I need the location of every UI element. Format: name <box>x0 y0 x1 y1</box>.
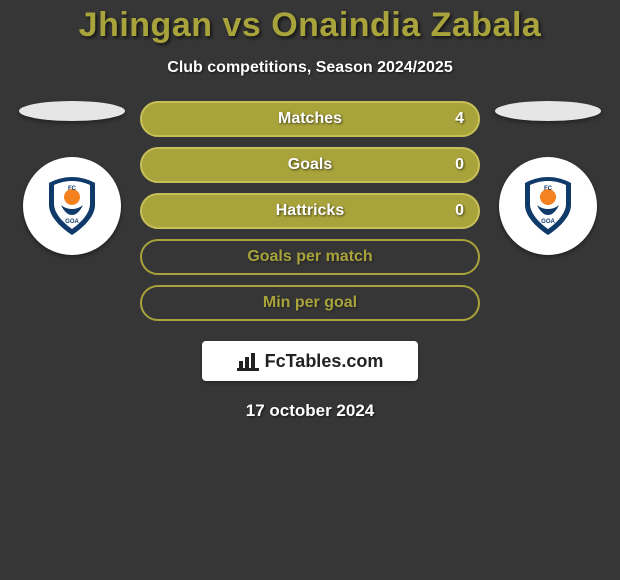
stat-row: Hattricks 0 <box>140 193 480 229</box>
stat-value: 4 <box>455 110 464 128</box>
chart-icon <box>237 351 259 371</box>
player-right-column: FC GOA <box>488 101 608 255</box>
stat-label: Goals per match <box>142 248 478 266</box>
stat-label: Matches <box>142 110 478 128</box>
fc-goa-crest-icon: FC GOA <box>513 171 583 241</box>
stat-value: 0 <box>455 202 464 220</box>
date-label: 17 october 2024 <box>0 401 620 421</box>
svg-text:GOA: GOA <box>65 219 79 225</box>
branding-box: FcTables.com <box>202 341 418 381</box>
branding-label: FcTables.com <box>265 351 384 372</box>
svg-text:FC: FC <box>68 186 77 192</box>
team-right-badge: FC GOA <box>499 157 597 255</box>
fc-goa-crest-icon: FC GOA <box>37 171 107 241</box>
comparison-panel: FC GOA Matches 4 Goals 0 Hattricks 0 Goa… <box>0 101 620 321</box>
stat-row: Goals per match <box>140 239 480 275</box>
stat-label: Min per goal <box>142 294 478 312</box>
stats-list: Matches 4 Goals 0 Hattricks 0 Goals per … <box>140 101 480 321</box>
stat-row: Matches 4 <box>140 101 480 137</box>
svg-text:FC: FC <box>544 186 553 192</box>
stat-row: Min per goal <box>140 285 480 321</box>
player-left-column: FC GOA <box>12 101 132 255</box>
svg-text:GOA: GOA <box>541 219 555 225</box>
player-left-headshot <box>19 101 125 121</box>
stat-row: Goals 0 <box>140 147 480 183</box>
stat-label: Hattricks <box>142 202 478 220</box>
page-subtitle: Club competitions, Season 2024/2025 <box>0 59 620 77</box>
player-right-headshot <box>495 101 601 121</box>
stat-value: 0 <box>455 156 464 174</box>
stat-label: Goals <box>142 156 478 174</box>
team-left-badge: FC GOA <box>23 157 121 255</box>
page-title: Jhingan vs Onaindia Zabala <box>0 0 620 45</box>
